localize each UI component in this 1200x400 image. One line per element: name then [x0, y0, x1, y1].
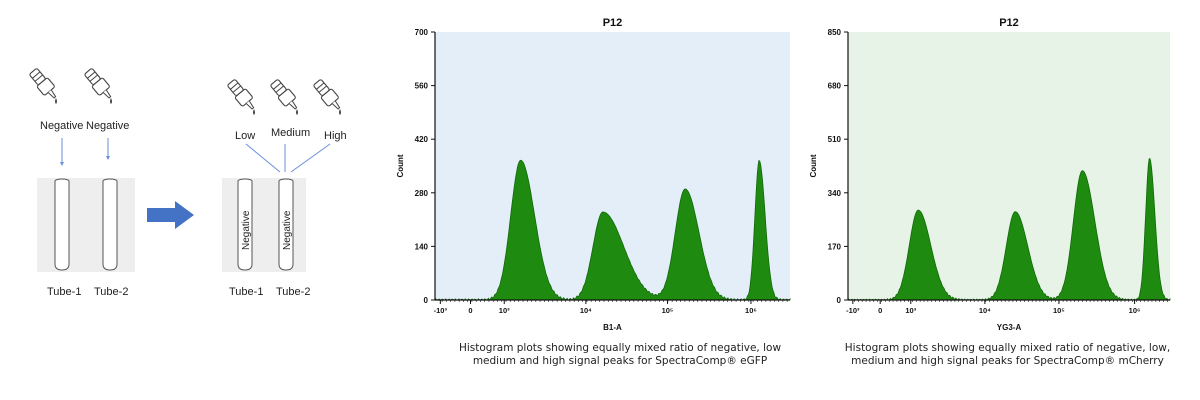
chart-title: P12 — [603, 17, 623, 29]
x-tick-label: 10⁶ — [1129, 306, 1141, 315]
x-axis-label: YG3-A — [997, 323, 1022, 332]
chart-caption-egfp: Histogram plots showing equally mixed ra… — [420, 342, 820, 368]
caption-line: medium and high signal peaks for Spectra… — [472, 355, 768, 367]
x-tick-label: 10³ — [499, 306, 510, 315]
chart-title: P12 — [999, 17, 1019, 29]
x-tick-label: 10⁴ — [979, 306, 991, 315]
test-tube-icon — [102, 178, 118, 271]
x-tick-label: 10⁴ — [580, 306, 592, 315]
x-axis-label: B1-A — [603, 323, 622, 332]
x-tick-label: 10⁵ — [1053, 306, 1065, 315]
caption-line: medium and high signal peaks for Spectra… — [851, 355, 1164, 367]
guide-line — [245, 143, 281, 173]
histogram-area — [847, 157, 1171, 301]
y-axis-label: Count — [396, 154, 405, 177]
tube-content-label: Negative — [282, 210, 293, 250]
test-tube-icon — [237, 178, 253, 271]
dropper-icon — [27, 66, 61, 105]
chart-caption-mcherry: Histogram plots showing equally mixed ra… — [815, 342, 1200, 368]
y-tick-label: 700 — [415, 28, 429, 37]
x-tick-label: 10⁵ — [662, 306, 674, 315]
x-tick-label: -10³ — [846, 306, 860, 315]
test-tube-icon — [54, 178, 70, 271]
caption-line: Histogram plots showing equally mixed ra… — [458, 342, 782, 354]
tube-label: Tube-1 — [229, 286, 264, 298]
y-tick-label: 420 — [415, 135, 429, 144]
x-tick-label: 0 — [468, 306, 472, 315]
y-tick-label: 680 — [828, 82, 842, 91]
tube-label: Tube-1 — [47, 286, 82, 298]
tube-label: Tube-2 — [94, 286, 129, 298]
histogram-svg: P12 0 170 340 510 680 850 Count -10³ 0 10³ 10⁴ 10⁵ 10… — [809, 17, 1171, 332]
y-tick-label: 0 — [424, 296, 429, 305]
y-axis-label: Count — [809, 154, 818, 177]
low-label: Low — [235, 130, 256, 142]
test-tube-icon — [278, 178, 294, 271]
negative-label: Negative — [86, 120, 130, 132]
y-tick-label: 280 — [415, 189, 429, 198]
x-tick-label: 10⁶ — [745, 306, 757, 315]
x-tick-label: 10³ — [905, 306, 916, 315]
histogram-chart-egfp: P12 0 140 280 420 560 700 Count -10³ 0 10³ 10⁴ 10⁵ 10… — [390, 10, 800, 340]
guide-line — [290, 143, 331, 173]
medium-label: Medium — [271, 127, 311, 139]
dropper-icon — [225, 77, 259, 116]
y-tick-label: 340 — [828, 189, 842, 198]
tube-content-label: Negative — [241, 210, 252, 250]
histogram-svg: P12 0 140 280 420 560 700 Count -10³ 0 10³ 10⁴ 10⁵ 10… — [396, 17, 791, 332]
dropper-icon — [82, 66, 116, 105]
y-tick-label: 560 — [415, 82, 429, 91]
dropper-icon — [268, 77, 302, 116]
tube-diagram: Negative Negative Negative Negative Tube… — [0, 0, 380, 320]
y-tick-label: 170 — [828, 242, 842, 251]
caption-line: Histogram plots showing equally mixed ra… — [844, 342, 1171, 354]
process-arrow-icon — [147, 201, 194, 229]
y-tick-label: 510 — [828, 135, 842, 144]
high-label: High — [324, 130, 347, 142]
dropper-icon — [311, 77, 345, 116]
x-tick-label: 0 — [878, 306, 882, 315]
tube-diagram-graphics: Negative Negative — [27, 66, 345, 272]
y-tick-label: 140 — [415, 242, 429, 251]
negative-label: Negative — [40, 120, 84, 132]
y-tick-label: 850 — [828, 28, 842, 37]
x-tick-label: -10³ — [434, 306, 448, 315]
tube-label: Tube-2 — [276, 286, 311, 298]
histogram-chart-mcherry: P12 0 170 340 510 680 850 Count -10³ 0 10³ 10⁴ 10⁵ 10… — [800, 10, 1200, 340]
y-tick-label: 0 — [837, 296, 842, 305]
tube-panel — [37, 178, 135, 272]
